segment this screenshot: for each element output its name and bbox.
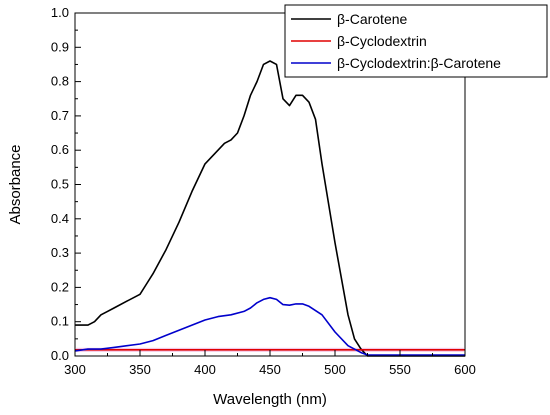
y-tick-label: 1.0 bbox=[51, 5, 69, 20]
series-line-2 bbox=[74, 296, 465, 356]
x-tick-label: 550 bbox=[389, 362, 411, 377]
legend-label: β-Carotene bbox=[337, 11, 408, 27]
x-tick-label: 500 bbox=[324, 362, 346, 377]
y-tick-label: 0.6 bbox=[51, 142, 69, 157]
x-tick-label: 400 bbox=[194, 362, 216, 377]
legend-label: β-Cyclodextrin:β-Carotene bbox=[337, 55, 501, 71]
axis-ticks: 300 350 400 450 500 550 600 0.0 0.1 0.2 0.3 0.4 0.5 0… bbox=[51, 5, 476, 377]
series-line-0 bbox=[75, 60, 465, 357]
y-tick-label: 0.3 bbox=[51, 245, 69, 260]
x-tick-label: 350 bbox=[129, 362, 151, 377]
y-tick-label: 0.5 bbox=[51, 177, 69, 192]
legend: β-Carotene β-Cyclodextrin β-Cyclodextrin:β… bbox=[284, 4, 548, 78]
plot-area bbox=[74, 60, 465, 357]
y-tick-label: 0.4 bbox=[51, 211, 69, 226]
y-tick-label: 0.1 bbox=[51, 314, 69, 329]
y-tick-label: 0.0 bbox=[51, 348, 69, 363]
y-axis-title: Absorbance bbox=[7, 144, 24, 224]
y-tick-label: 0.7 bbox=[51, 108, 69, 123]
legend-label: β-Cyclodextrin bbox=[337, 33, 427, 49]
y-tick-label: 0.2 bbox=[51, 279, 69, 294]
x-tick-label: 600 bbox=[454, 362, 476, 377]
x-tick-label: 450 bbox=[259, 362, 281, 377]
y-tick-label: 0.8 bbox=[51, 74, 69, 89]
x-tick-label: 300 bbox=[64, 362, 86, 377]
y-tick-label: 0.9 bbox=[51, 39, 69, 54]
x-axis-title: Wavelength (nm) bbox=[213, 391, 327, 408]
